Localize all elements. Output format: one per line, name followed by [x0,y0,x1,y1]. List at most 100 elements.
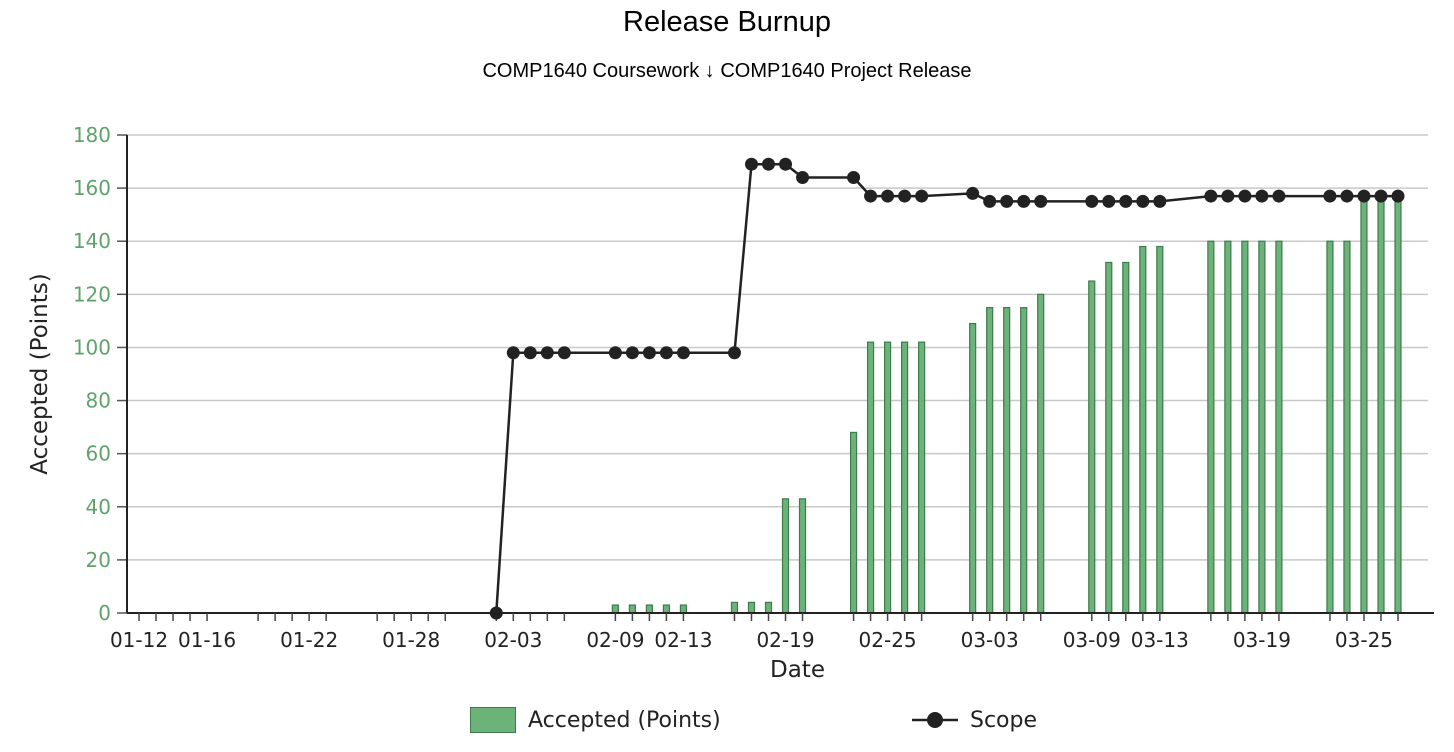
scope-point [540,346,554,360]
x-tick-label: 02-03 [484,628,542,652]
scope-point [881,189,895,203]
scope-point [506,346,520,360]
accepted-bar [901,341,909,614]
y-tick-label: 20 [86,548,111,572]
legend-swatch-accepted [470,707,516,733]
accepted-bar [969,322,977,614]
y-tick-label: 120 [73,282,111,306]
x-tick-label: 03-09 [1063,628,1121,652]
scope-point [1374,189,1388,203]
y-tick-label: 100 [73,335,111,359]
accepted-bar [662,604,671,614]
accepted-bar [1020,307,1028,614]
legend-label-scope: Scope [970,707,1038,733]
scope-point [727,346,741,360]
scope-point [744,157,758,171]
accepted-bar [1275,240,1283,614]
scope-point [898,189,912,203]
x-tick-label: 03-25 [1335,628,1393,652]
scope-point [1357,189,1371,203]
accepted-bar [918,341,926,614]
scope-point [796,170,810,184]
scope-point [608,346,622,360]
accepted-bar [679,604,688,614]
scope-point [762,157,775,171]
accepted-bar [645,604,654,614]
scope-point [1119,194,1133,208]
y-tick-label: 160 [73,176,111,200]
accepted-bar [986,307,994,614]
scope-point [676,346,690,360]
scope-point [1102,194,1116,208]
x-tick-label: 02-13 [654,628,712,652]
accepted-bar [1224,240,1232,614]
x-tick-label: 01-22 [280,628,338,652]
accepted-bar [628,604,636,614]
scope-point [983,194,997,208]
y-tick-label: 0 [98,601,111,625]
accepted-bar [1326,240,1334,614]
scope-line [495,162,1398,614]
accepted-bars [611,195,1402,614]
accepted-bar [849,431,858,614]
x-tick-label: 01-12 [110,628,168,652]
chart-title: Release Burnup [623,6,831,38]
accepted-bar [764,601,773,614]
scope-point [966,186,980,200]
y-tick-label: 40 [86,495,111,519]
scope-point [1000,194,1014,208]
x-tick-label: 03-19 [1233,628,1291,652]
scope-point [915,189,929,203]
scope-point [523,346,537,360]
y-tick-label: 180 [73,123,111,147]
accepted-bar [1343,240,1351,614]
x-tick-label: 02-09 [586,628,644,652]
scope-point [1136,194,1150,208]
scope-line-series [489,157,1405,620]
accepted-bar [1258,240,1266,614]
burnup-chart: 0 20 40 60 80 100 120 140 160 180 01-12 01-16 01-22 0… [27,123,1434,683]
scope-point [864,189,878,203]
scope-point [1204,189,1218,203]
scope-point [1323,189,1337,203]
scope-point [1272,189,1286,203]
accepted-bar [1360,195,1368,614]
axis-labels: 0 20 40 60 80 100 120 140 160 180 01-12 01-16 01-22 0… [27,123,1393,683]
x-tick-label: 02-25 [859,628,917,652]
scope-point [1221,189,1235,203]
accepted-bar [1105,261,1113,614]
x-tick-label: 03-13 [1131,628,1189,652]
legend-label-accepted: Accepted (Points) [528,707,721,733]
y-axis-title: Accepted (Points) [27,273,53,475]
accepted-bar [798,498,807,614]
accepted-bar [781,498,790,614]
accepted-bar [1207,240,1215,614]
accepted-bar [1003,307,1011,614]
legend-item-scope: Scope [912,700,1037,740]
scope-point [1017,194,1031,208]
y-tick-label: 80 [86,389,111,413]
scope-point [659,346,673,360]
scope-point [847,170,861,184]
accepted-bar [1088,280,1096,614]
scope-point [489,606,503,620]
scope-point [1238,189,1252,203]
accepted-bar [1377,195,1385,614]
scope-point [557,346,571,360]
scope-point [779,157,793,171]
accepted-bar [1156,245,1164,614]
x-tick-label: 03-03 [961,628,1019,652]
accepted-bar [730,601,739,614]
accepted-bar [747,601,756,614]
accepted-bar [883,341,892,614]
accepted-bar [866,341,875,614]
x-tick-label: 02-19 [756,628,814,652]
scope-point [1153,194,1167,208]
x-tick-label: 01-28 [382,628,440,652]
y-tick-label: 140 [73,229,111,253]
scope-point [1255,189,1269,203]
legend-swatch-scope [912,712,958,728]
accepted-bar [1037,293,1045,614]
scope-point [1340,189,1354,203]
scope-point [625,346,639,360]
